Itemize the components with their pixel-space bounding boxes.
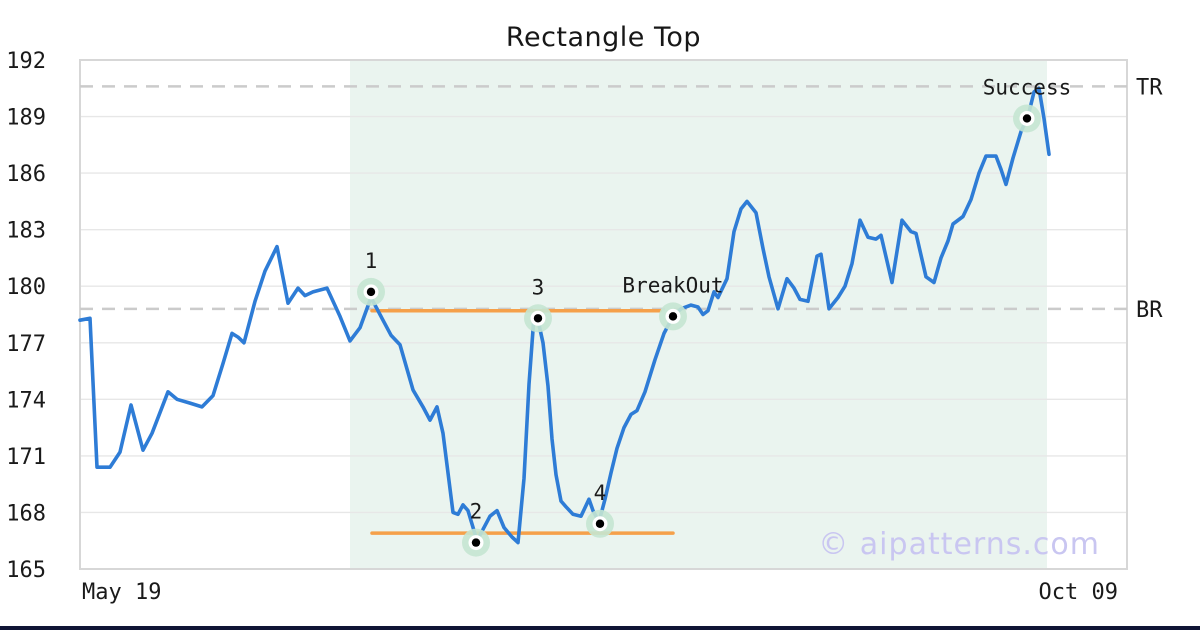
y-tick-label: 180 [6, 275, 46, 300]
watermark: © aipatterns.com [818, 527, 1100, 562]
pattern-zone [350, 60, 1047, 569]
marker-dot-4 [595, 519, 605, 528]
y-tick-label: 171 [6, 445, 46, 470]
marker-label-1: 1 [365, 249, 378, 273]
marker-label-4: 4 [594, 481, 607, 505]
marker-label-2: 2 [470, 500, 483, 524]
y-tick-label: 165 [6, 558, 46, 583]
y-tick-label: 189 [6, 106, 46, 131]
y-tick-label: 168 [6, 501, 46, 526]
y-tick-label: 186 [6, 162, 46, 187]
y-tick-label: 192 [6, 49, 46, 74]
marker-dot-breakout [668, 312, 678, 321]
level-label-br: BR [1136, 298, 1163, 323]
y-tick-label: 183 [6, 219, 46, 244]
marker-label-success: Success [983, 75, 1072, 99]
x-tick-first: May 19 [82, 580, 161, 605]
marker-dot-success [1022, 114, 1032, 123]
chart-title: Rectangle Top [505, 22, 702, 53]
marker-label-breakout: BreakOut [622, 273, 723, 297]
y-tick-label: 177 [6, 332, 46, 357]
bottom-accent-bar [0, 626, 1200, 630]
x-tick-last: Oct 09 [1039, 580, 1118, 605]
marker-dot-2 [471, 538, 481, 547]
level-label-tr: TR [1136, 75, 1163, 100]
marker-dot-1 [366, 287, 376, 297]
plot-border [79, 59, 1128, 570]
marker-dot-3 [533, 314, 543, 323]
y-tick-label: 174 [6, 388, 46, 413]
marker-label-3: 3 [532, 275, 545, 299]
